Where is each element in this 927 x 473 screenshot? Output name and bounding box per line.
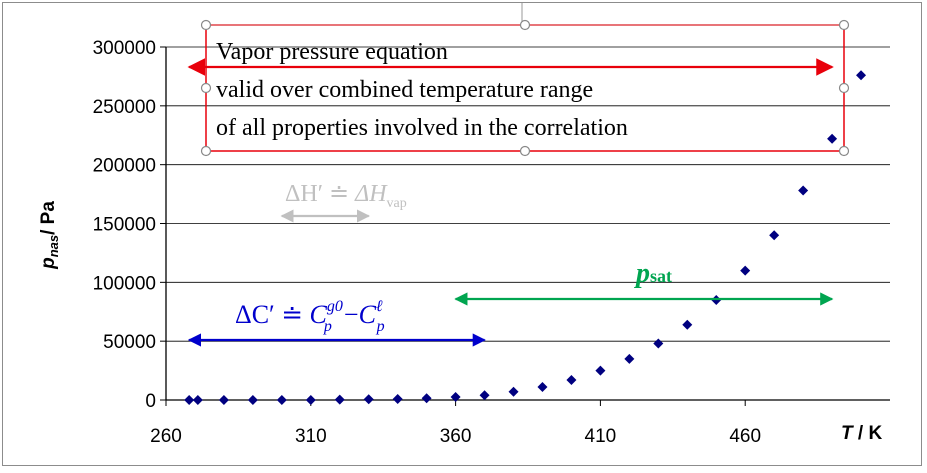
- data-point: [479, 390, 490, 401]
- y-tick-label: 250000: [93, 97, 156, 118]
- dc-label: ΔC′ ≐ Cg0 p −Cℓ p: [235, 298, 385, 335]
- y-tick-label: 0: [145, 391, 156, 412]
- psat-annotation: psat: [454, 258, 834, 306]
- data-point: [740, 265, 751, 276]
- y-tick-labels: 0 50000 100000 150000 200000 250000 300000: [93, 38, 156, 412]
- scatter-chart: 0 50000 100000 150000 200000 250000 300000 260…: [38, 3, 890, 447]
- x-tick-label: 410: [585, 426, 617, 447]
- data-point: [856, 70, 867, 81]
- data-point: [595, 365, 606, 376]
- y-axis-label: pnas/ Pa: [38, 201, 61, 270]
- data-point: [421, 393, 432, 404]
- y-tick-label: 200000: [93, 156, 156, 177]
- data-point: [537, 382, 548, 393]
- box-line-2: valid over combined temperature range: [216, 77, 593, 103]
- x-tick-label: 310: [295, 426, 327, 447]
- x-tick-label: 460: [729, 426, 761, 447]
- data-point: [450, 392, 461, 403]
- resize-handle[interactable]: [200, 145, 212, 157]
- data-point: [247, 395, 258, 405]
- y-tick-label: 150000: [93, 215, 156, 236]
- x-tick-label: 360: [440, 426, 472, 447]
- selection-handles[interactable]: [200, 19, 850, 157]
- resize-handle[interactable]: [838, 145, 850, 157]
- data-point: [305, 395, 316, 405]
- resize-handle[interactable]: [519, 19, 531, 31]
- dh-annotation: ΔH′ ≐ ΔHvap: [280, 181, 407, 223]
- data-point: [276, 395, 287, 405]
- x-tick-label: 260: [150, 426, 182, 447]
- x-axis-label: T / K: [841, 423, 882, 444]
- data-point: [653, 338, 664, 349]
- data-point: [827, 133, 838, 144]
- x-tick-labels: 260 310 360 410 460: [150, 426, 761, 447]
- data-points: [184, 70, 867, 405]
- y-tick-label: 50000: [103, 332, 156, 353]
- data-point: [566, 374, 577, 385]
- data-point: [769, 230, 780, 241]
- dh-label: ΔH′ ≐ ΔHvap: [285, 181, 407, 211]
- y-tick-label: 300000: [93, 38, 156, 59]
- chart-frame: 0 50000 100000 150000 200000 250000 300000 260…: [2, 2, 922, 466]
- psat-label: psat: [634, 258, 672, 289]
- data-point: [682, 319, 693, 330]
- data-point: [184, 395, 195, 405]
- resize-handle[interactable]: [519, 145, 531, 157]
- box-line-1: Vapor pressure equation: [216, 39, 448, 65]
- validity-box: Vapor pressure equation valid over combi…: [187, 3, 850, 157]
- y-tick-label: 100000: [93, 273, 156, 294]
- resize-handle[interactable]: [838, 19, 850, 31]
- data-point: [508, 386, 519, 397]
- dc-annotation: ΔC′ ≐ Cg0 p −Cℓ p: [187, 298, 486, 347]
- box-line-3: of all properties involved in the correl…: [216, 115, 628, 141]
- resize-handle[interactable]: [838, 82, 850, 94]
- resize-handle[interactable]: [200, 19, 212, 31]
- resize-handle[interactable]: [200, 82, 212, 94]
- data-point: [363, 394, 374, 405]
- data-point: [624, 353, 635, 364]
- data-point: [192, 395, 203, 405]
- data-point: [392, 393, 403, 404]
- data-point: [334, 394, 345, 405]
- data-point: [218, 395, 229, 405]
- data-point: [798, 185, 809, 196]
